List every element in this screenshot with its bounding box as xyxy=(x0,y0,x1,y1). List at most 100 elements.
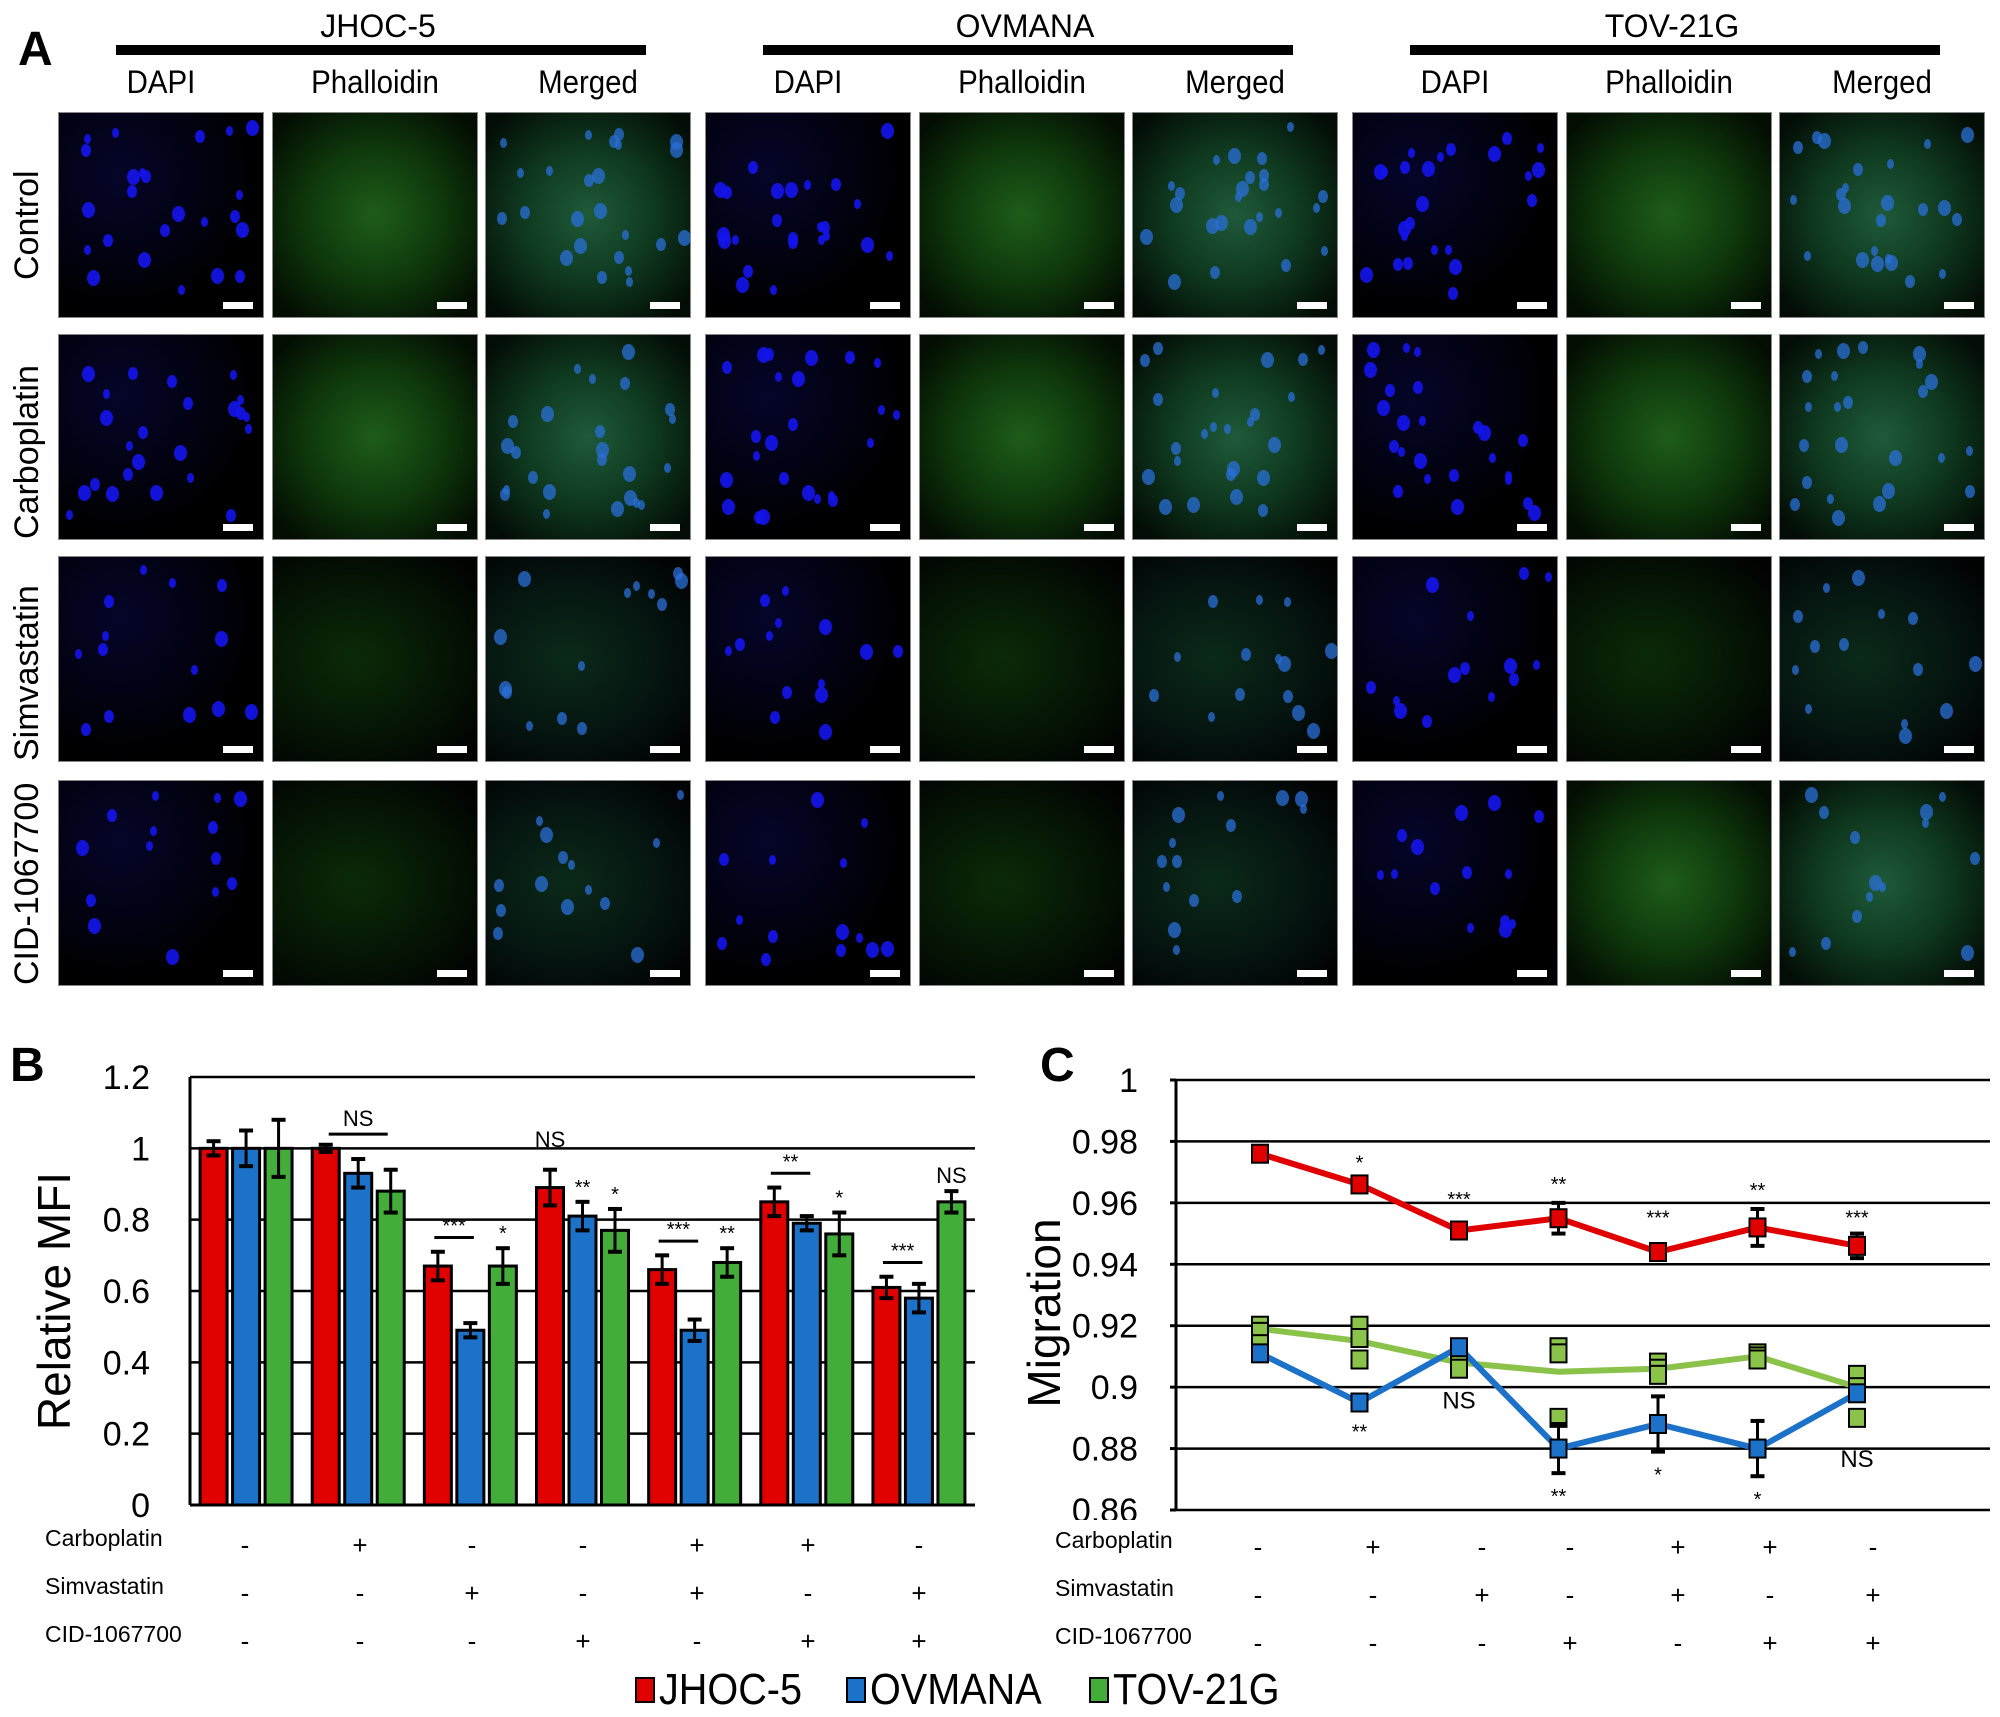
nucleus-spot xyxy=(1153,341,1164,355)
marker-jhoc-5 xyxy=(1549,1208,1568,1229)
bar-tov-21g-5 xyxy=(824,1232,855,1507)
bar-ovmana-3 xyxy=(567,1214,598,1507)
nucleus-spot xyxy=(1249,408,1260,422)
bar-jhoc-5-5 xyxy=(759,1200,790,1507)
nucleus-spot xyxy=(1359,266,1373,283)
legend-item-jhoc-5: JHOC-5 xyxy=(635,1665,818,1715)
nucleus-spot xyxy=(748,160,759,174)
nucleus-spot xyxy=(1831,370,1839,381)
nucleus-spot xyxy=(1426,577,1440,594)
nucleus-spot xyxy=(139,565,147,576)
nucleus-spot xyxy=(1509,919,1517,930)
cell-line-header-tov-21g: TOV-21G xyxy=(1604,8,1740,44)
nucleus-spot xyxy=(880,941,894,958)
nucleus-spot xyxy=(1158,498,1172,515)
nucleus-spot xyxy=(1167,922,1181,939)
nucleus-spot xyxy=(1153,392,1164,406)
nucleus-spot xyxy=(594,202,608,219)
nucleus-spot xyxy=(1247,416,1255,427)
nucleus-spot xyxy=(1408,147,1416,158)
c-treatment-mark: - xyxy=(1368,1580,1378,1610)
nucleus-spot xyxy=(1244,170,1255,184)
micrograph-ovmana-simvastatin-phalloidin xyxy=(919,556,1125,762)
nucleus-spot xyxy=(1885,254,1899,271)
panel-a-letter: A xyxy=(18,23,53,76)
nucleus-spot xyxy=(1528,504,1542,521)
micrograph-jhoc-5-simvastatin-dapi xyxy=(58,556,264,762)
legend: JHOC-5 OVMANA TOV-21G xyxy=(635,1665,1298,1715)
scale-bar xyxy=(1731,970,1761,977)
nucleus-spot xyxy=(1449,259,1463,276)
nucleus-spot xyxy=(656,238,667,252)
nucleus-spot xyxy=(751,429,762,443)
significance-label: NS xyxy=(1442,1388,1475,1415)
scale-bar xyxy=(1297,746,1327,753)
nucleus-spot xyxy=(1421,161,1435,178)
nucleus-spot xyxy=(1835,187,1846,201)
nucleus-spot xyxy=(1814,349,1822,360)
nucleus-spot xyxy=(1913,345,1927,362)
significance-label: NS xyxy=(1840,1446,1873,1473)
y-tick-label: 1 xyxy=(1119,1062,1138,1100)
nucleus-spot xyxy=(1445,245,1453,256)
nucleus-spot xyxy=(827,490,835,501)
c-treatment-mark: + xyxy=(1762,1628,1778,1658)
nucleus-spot xyxy=(1403,342,1411,353)
nucleus-spot xyxy=(186,473,194,484)
nucleus-spot xyxy=(1964,484,1975,498)
nucleus-spot xyxy=(1400,231,1408,242)
nucleus-spot xyxy=(81,365,95,382)
nucleus-spot xyxy=(1393,257,1404,271)
nucleus-spot xyxy=(149,826,157,837)
nucleus-spot xyxy=(1920,803,1934,820)
y-tick-label: 0.94 xyxy=(1072,1246,1138,1284)
b-treatment-mark: + xyxy=(689,1578,705,1608)
nucleus-spot xyxy=(568,859,576,870)
column-header-merged: Merged xyxy=(1832,64,1932,100)
b-treatment-mark: - xyxy=(467,1530,477,1560)
micrograph-jhoc-5-cid-1067700-dapi xyxy=(58,780,264,986)
nucleus-spot xyxy=(764,434,778,451)
marker-tov-21g xyxy=(1450,1358,1468,1379)
nucleus-spot xyxy=(495,903,506,917)
bar-ovmana-6 xyxy=(903,1296,934,1507)
significance-label: NS xyxy=(535,1127,566,1152)
nucleus-spot xyxy=(1798,438,1809,452)
nucleus-spot xyxy=(664,402,675,416)
nucleus-spot xyxy=(65,510,73,521)
nucleus-spot xyxy=(719,471,733,488)
b-treatment-mark: - xyxy=(355,1626,365,1656)
nucleus-spot xyxy=(216,579,227,593)
nucleus-spot xyxy=(1523,496,1534,510)
c-treatment-mark: + xyxy=(1562,1628,1578,1658)
nucleus-spot xyxy=(1423,473,1431,484)
nucleus-spot xyxy=(1168,838,1176,849)
nucleus-spot xyxy=(787,235,798,249)
nucleus-spot xyxy=(1473,421,1484,435)
nucleus-spot xyxy=(677,790,685,801)
b-treatment-label-cid-1067700: CID-1067700 xyxy=(45,1621,182,1647)
column-header-phalloidin: Phalloidin xyxy=(311,64,439,100)
nucleus-spot xyxy=(717,227,731,244)
nucleus-spot xyxy=(1389,439,1400,453)
nucleus-spot xyxy=(1255,212,1263,223)
nucleus-spot xyxy=(1174,651,1182,662)
bar-tov-21g-2 xyxy=(487,1264,518,1507)
nucleus-spot xyxy=(536,816,544,827)
scale-bar xyxy=(1517,302,1547,309)
scale-bar xyxy=(1517,970,1547,977)
nucleus-spot xyxy=(1460,661,1471,675)
nucleus-spot xyxy=(1397,828,1408,842)
nucleus-spot xyxy=(1231,889,1242,903)
significance-label: ** xyxy=(1551,1174,1567,1196)
nucleus-spot xyxy=(819,618,833,635)
nucleus-spot xyxy=(1267,437,1281,454)
nucleus-spot xyxy=(624,265,632,276)
significance-label: *** xyxy=(891,1240,915,1262)
nucleus-spot xyxy=(1526,193,1537,207)
nucleus-spot xyxy=(190,664,198,675)
nucleus-spot xyxy=(81,143,92,157)
c-treatment-mark: - xyxy=(1368,1628,1378,1658)
y-tick-label: 0.8 xyxy=(103,1202,150,1240)
significance-label: ** xyxy=(783,1151,799,1173)
